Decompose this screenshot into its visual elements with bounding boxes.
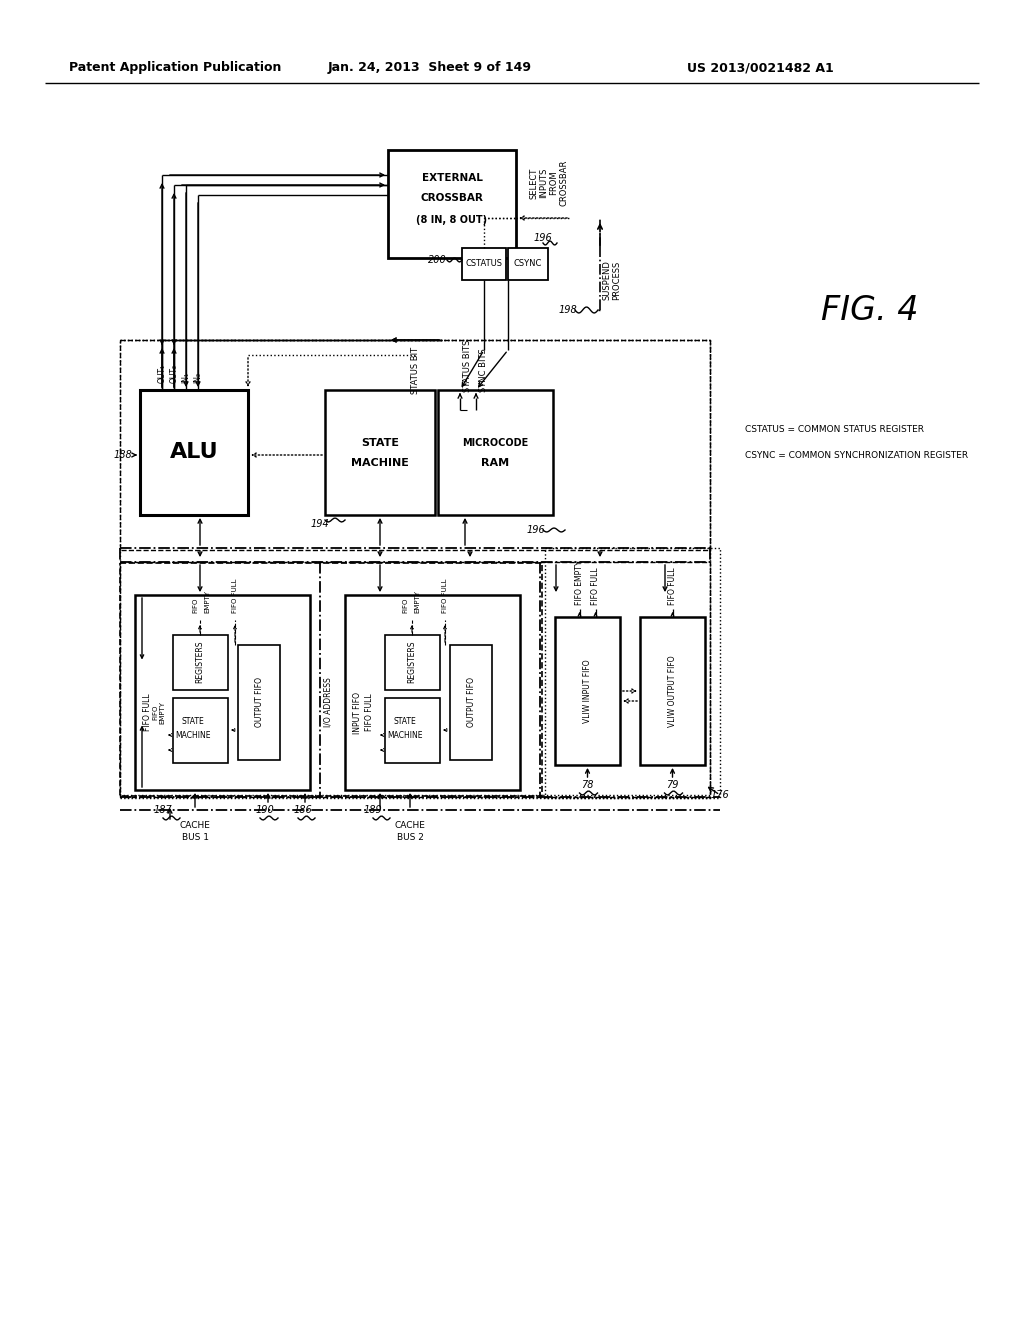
- Bar: [120, 562, 710, 797]
- Text: 187: 187: [154, 805, 172, 814]
- Text: STATUS BIT: STATUS BIT: [411, 346, 420, 393]
- Text: SELECT: SELECT: [529, 168, 539, 198]
- Text: ALU: ALU: [170, 442, 218, 462]
- Bar: [385, 635, 440, 690]
- Text: CSTATUS = COMMON STATUS REGISTER: CSTATUS = COMMON STATUS REGISTER: [745, 425, 924, 434]
- Text: CSYNC: CSYNC: [514, 260, 542, 268]
- Text: FIFO FULL: FIFO FULL: [142, 694, 152, 731]
- Text: BUS 1: BUS 1: [181, 833, 209, 842]
- Text: MACHINE: MACHINE: [387, 730, 423, 739]
- Text: 190: 190: [256, 805, 274, 814]
- Text: INPUTS: INPUTS: [540, 168, 549, 198]
- Text: MACHINE: MACHINE: [351, 458, 409, 467]
- Text: Patent Application Publication: Patent Application Publication: [69, 62, 282, 74]
- Bar: [462, 248, 506, 280]
- Text: CSYNC = COMMON SYNCHRONIZATION REGISTER: CSYNC = COMMON SYNCHRONIZATION REGISTER: [745, 450, 968, 459]
- Text: OUTPUT FIFO: OUTPUT FIFO: [255, 677, 263, 727]
- Text: IN₂: IN₂: [194, 372, 203, 383]
- Text: I/O ADDRESS: I/O ADDRESS: [324, 677, 333, 727]
- Text: BUS 2: BUS 2: [396, 833, 424, 842]
- Text: VLIW OUTPUT FIFO: VLIW OUTPUT FIFO: [668, 655, 677, 727]
- Text: VLIW INPUT FIFO: VLIW INPUT FIFO: [583, 659, 592, 723]
- Bar: [388, 150, 516, 257]
- Text: OUT₂: OUT₂: [170, 364, 178, 383]
- Bar: [120, 341, 710, 795]
- Bar: [345, 595, 520, 789]
- Bar: [385, 698, 440, 763]
- Text: 196: 196: [526, 525, 546, 535]
- Text: FIFO FULL: FIFO FULL: [668, 568, 677, 605]
- Bar: [377, 620, 505, 772]
- Bar: [508, 248, 548, 280]
- Text: FIFO FULL: FIFO FULL: [591, 568, 600, 605]
- Bar: [450, 645, 492, 760]
- Text: OUTPUT FIFO: OUTPUT FIFO: [467, 677, 475, 727]
- Bar: [640, 616, 705, 766]
- Text: MACHINE: MACHINE: [175, 730, 211, 739]
- Text: FIFO FULL: FIFO FULL: [442, 578, 449, 612]
- Bar: [438, 389, 553, 515]
- Text: 196: 196: [534, 234, 552, 243]
- Text: FIFO EMPTY: FIFO EMPTY: [575, 561, 584, 605]
- Text: INPUT FIFO: INPUT FIFO: [352, 692, 361, 734]
- Text: 189: 189: [364, 805, 382, 814]
- Text: STATE: STATE: [181, 718, 205, 726]
- Text: 78: 78: [582, 780, 594, 789]
- Text: MICROCODE: MICROCODE: [463, 437, 528, 447]
- Text: 198: 198: [559, 305, 578, 315]
- Bar: [120, 564, 542, 796]
- Bar: [325, 389, 435, 515]
- Text: (8 IN, 8 OUT): (8 IN, 8 OUT): [417, 215, 487, 224]
- Text: CACHE: CACHE: [394, 821, 425, 829]
- Text: STATE: STATE: [361, 437, 399, 447]
- Text: REGISTERS: REGISTERS: [196, 640, 205, 684]
- Text: REGISTERS: REGISTERS: [408, 640, 417, 684]
- Text: FIFO FULL: FIFO FULL: [365, 694, 374, 731]
- Text: 186: 186: [294, 805, 312, 814]
- Text: STATE: STATE: [393, 718, 417, 726]
- Text: CSTATUS: CSTATUS: [466, 260, 503, 268]
- Text: FROM: FROM: [550, 170, 558, 195]
- Text: EMPTY: EMPTY: [204, 590, 210, 612]
- Text: CROSSBAR: CROSSBAR: [559, 160, 568, 206]
- Text: STATUS BITS: STATUS BITS: [463, 339, 471, 392]
- Text: FIFO FULL: FIFO FULL: [232, 578, 238, 612]
- Text: 79: 79: [667, 780, 679, 789]
- Text: SUSPEND: SUSPEND: [602, 260, 611, 300]
- Text: CROSSBAR: CROSSBAR: [421, 193, 483, 203]
- Text: 200: 200: [428, 255, 446, 265]
- Bar: [173, 698, 228, 763]
- Text: FIFO: FIFO: [402, 598, 408, 612]
- Text: SYNC BITS: SYNC BITS: [478, 348, 487, 392]
- Text: 176: 176: [711, 789, 729, 800]
- Text: US 2013/0021482 A1: US 2013/0021482 A1: [687, 62, 834, 74]
- Text: IN₁: IN₁: [181, 372, 190, 383]
- Text: EMPTY: EMPTY: [414, 590, 420, 612]
- Text: OUT₁: OUT₁: [158, 364, 167, 383]
- Text: Jan. 24, 2013  Sheet 9 of 149: Jan. 24, 2013 Sheet 9 of 149: [328, 62, 532, 74]
- Text: RAM: RAM: [481, 458, 510, 467]
- Bar: [140, 389, 248, 515]
- Bar: [165, 620, 295, 772]
- Text: 194: 194: [310, 519, 330, 529]
- Text: FIFO
EMPTY: FIFO EMPTY: [153, 701, 166, 723]
- Text: EXTERNAL: EXTERNAL: [422, 173, 482, 183]
- Text: FIG. 4: FIG. 4: [821, 293, 919, 326]
- Text: 188: 188: [114, 450, 132, 459]
- Bar: [555, 616, 620, 766]
- Text: CACHE: CACHE: [179, 821, 211, 829]
- Text: PROCESS: PROCESS: [612, 260, 622, 300]
- Bar: [120, 341, 710, 550]
- Bar: [173, 635, 228, 690]
- Bar: [135, 595, 310, 789]
- Bar: [238, 645, 280, 760]
- Bar: [545, 548, 720, 799]
- Text: FIFO: FIFO: [193, 598, 198, 612]
